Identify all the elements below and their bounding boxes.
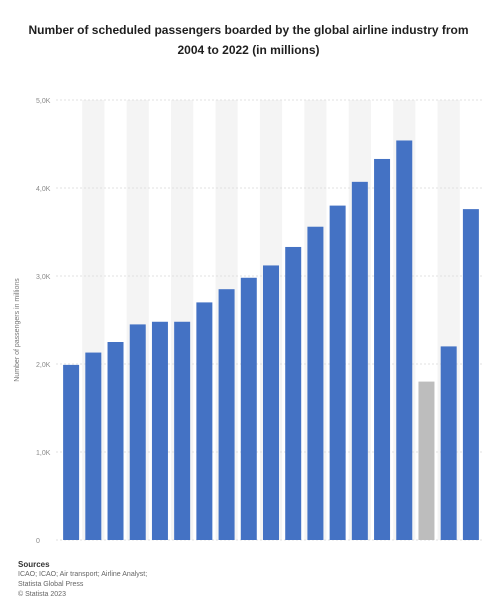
sources-block: Sources ICAO; ICAO; Air transport; Airli… <box>18 560 147 600</box>
bar-2013 <box>263 265 279 540</box>
y-tick-label: 1,0K <box>36 450 51 457</box>
bar-2006 <box>107 342 124 540</box>
y-tick-label: 4,0K <box>36 186 51 193</box>
bar-2004 <box>63 364 80 540</box>
sources-heading: Sources <box>18 560 50 569</box>
bar-2019 <box>396 140 413 541</box>
bar-2015 <box>307 226 324 540</box>
source-line: Statista Global Press <box>18 581 84 588</box>
bar-2008 <box>151 321 168 540</box>
bar-2014 <box>285 246 302 540</box>
source-line: ICAO; ICAO; Air transport; Airline Analy… <box>18 571 148 578</box>
y-tick-label: 0 <box>36 538 40 545</box>
y-tick-label: 2,0K <box>36 362 51 369</box>
bar-2022 <box>462 209 479 540</box>
bar-2007 <box>129 324 146 540</box>
bar-2018 <box>374 158 391 540</box>
bar-2011 <box>218 289 235 540</box>
y-tick-label: 3,0K <box>36 274 51 281</box>
source-line: © Statista 2023 <box>18 591 66 598</box>
bar-2009 <box>174 321 191 540</box>
bar-2016 <box>329 205 346 540</box>
bar-2020 <box>418 381 435 540</box>
bar-2017 <box>351 181 368 540</box>
bar-2005 <box>85 352 102 540</box>
chart-title: Number of scheduled passengers boarded b… <box>28 23 469 57</box>
bar-2012 <box>240 277 257 540</box>
y-tick-label: 5,0K <box>36 98 51 105</box>
bar-2010 <box>196 302 213 540</box>
bar-2021 <box>440 346 457 540</box>
